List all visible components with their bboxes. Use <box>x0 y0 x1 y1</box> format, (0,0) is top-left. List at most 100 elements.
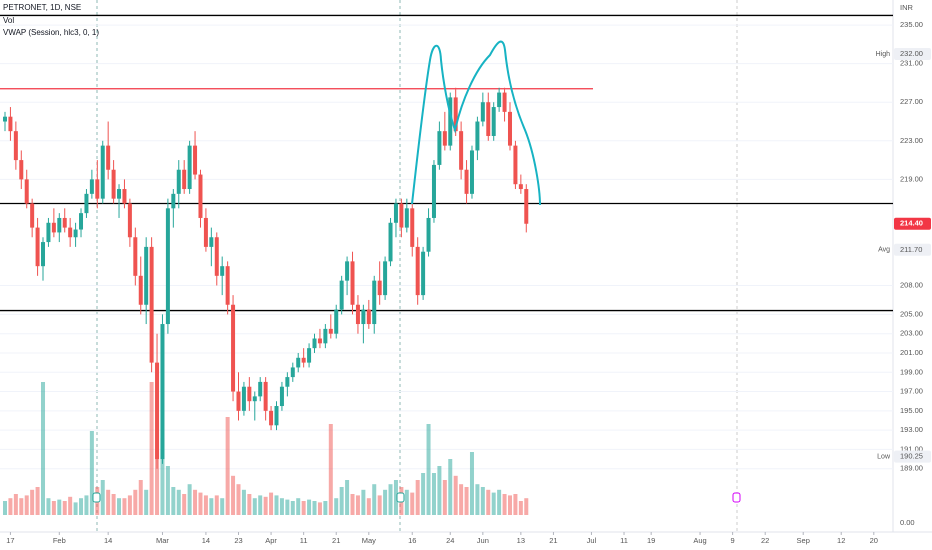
volume-bar <box>377 495 382 515</box>
volume-bar <box>431 473 436 515</box>
volume-bar <box>372 484 377 515</box>
candle-body <box>497 92 502 108</box>
candle-body <box>431 164 436 218</box>
volume-bar <box>106 489 111 515</box>
y-tick-label: 189.00 <box>900 464 923 473</box>
x-tick-label: 11 <box>300 536 308 545</box>
candle-body <box>220 266 225 276</box>
x-tick-label: 20 <box>870 536 878 545</box>
x-tick-label: 23 <box>234 536 242 545</box>
candle-body <box>507 111 512 146</box>
candle-body <box>51 222 56 233</box>
candle-body <box>171 193 176 209</box>
volume-bar <box>480 487 485 515</box>
volume-bar <box>290 501 295 515</box>
indicator-label: Vol <box>3 16 14 25</box>
volume-bar <box>442 480 447 515</box>
candle-body <box>79 213 84 230</box>
candle-body <box>41 242 46 267</box>
volume-bar <box>426 424 431 515</box>
volume-bar <box>35 487 40 515</box>
volume-bar <box>497 489 502 515</box>
candle-body <box>214 237 219 276</box>
volume-bar <box>421 473 426 515</box>
volume-bar <box>19 498 24 515</box>
volume-bar <box>84 495 89 515</box>
candle-body <box>475 121 480 151</box>
volume-bar <box>285 499 290 515</box>
x-tick-label: Mar <box>156 536 169 545</box>
volume-bar <box>502 494 507 515</box>
volume-bar <box>274 495 279 515</box>
candle-body <box>19 160 24 180</box>
x-tick-label: 14 <box>104 536 112 545</box>
candle-body <box>193 145 198 175</box>
x-tick-label: Apr <box>265 536 277 545</box>
candle-body <box>290 367 295 378</box>
y-tick-label: 208.00 <box>900 280 923 289</box>
volume-bar <box>160 438 165 515</box>
volume-bar <box>247 494 252 515</box>
candle-body <box>57 217 62 233</box>
candle-body <box>453 97 458 132</box>
badge-label: 214.40 <box>900 219 923 228</box>
volume-bar <box>453 475 458 515</box>
candle-body <box>8 116 13 132</box>
event-marker[interactable] <box>396 492 405 503</box>
candle-body <box>269 410 274 426</box>
candle-body <box>95 179 100 199</box>
candle-body <box>486 102 491 136</box>
candle-body <box>469 150 474 194</box>
candle-body <box>187 145 192 190</box>
candle-body <box>372 280 377 325</box>
candle-body <box>149 246 154 363</box>
volume-bar <box>518 501 523 515</box>
volume-bar <box>415 480 420 515</box>
candle-body <box>3 116 7 122</box>
candle-body <box>100 145 105 199</box>
price-badge <box>894 217 931 230</box>
candle-body <box>317 338 322 344</box>
candle-body <box>274 406 279 426</box>
volume-bar <box>117 498 122 515</box>
candle-body <box>393 203 398 223</box>
y2-tick-label: 0.00 <box>900 518 915 527</box>
volume-bar <box>486 489 491 515</box>
volume-bar <box>182 494 187 515</box>
candle-body <box>437 131 442 165</box>
x-tick-label: Aug <box>693 536 706 545</box>
volume-bar <box>30 489 35 515</box>
volume-bar <box>79 498 84 515</box>
marks <box>0 14 893 515</box>
x-tick-label: 9 <box>731 536 735 545</box>
candle-body <box>383 261 388 296</box>
candle-body <box>301 357 306 363</box>
y-tick-label: 231.00 <box>900 59 923 68</box>
badge-label: 211.70 <box>900 245 922 254</box>
volume-bar <box>404 489 409 515</box>
volume-bar <box>241 489 246 515</box>
volume-bar <box>73 502 78 515</box>
candle-body <box>111 169 116 199</box>
volume-bar <box>296 498 301 515</box>
volume-bar <box>345 480 350 515</box>
event-marker[interactable] <box>92 492 101 503</box>
candle-body <box>46 222 51 243</box>
currency-label: INR <box>900 3 914 12</box>
volume-bar <box>258 495 263 515</box>
volume-bar <box>198 492 203 515</box>
event-marker[interactable] <box>732 492 741 503</box>
volume-bar <box>51 501 56 515</box>
candle-body <box>30 203 35 228</box>
volume-bar <box>437 466 442 515</box>
badge-label: 190.25 <box>900 452 923 461</box>
candle-body <box>410 208 415 247</box>
candle-body <box>176 169 181 194</box>
volume-bar <box>459 484 464 515</box>
y-tick-label: 227.00 <box>900 97 923 106</box>
x-tick-label: 13 <box>517 536 525 545</box>
volume-bar <box>149 382 154 515</box>
badge-name: Low <box>877 453 891 460</box>
candle-body <box>328 328 333 334</box>
